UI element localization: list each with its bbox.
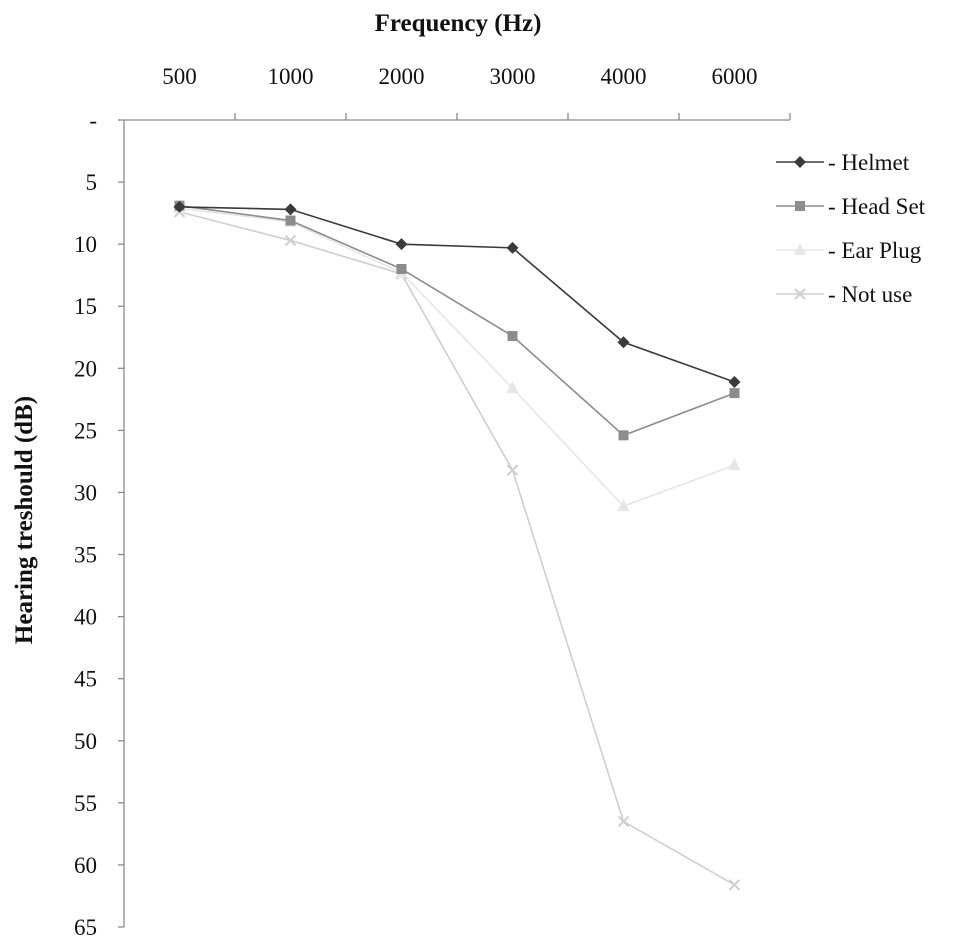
legend-item-helmet: - Helmet [776,150,910,175]
x-marker-stroke [506,464,519,476]
series-line-helmet [179,206,735,383]
x-tick-label: 3000 [490,64,536,89]
series-lines [179,204,735,886]
x-tick-label: 6000 [712,64,758,89]
y-tick-label: 55 [74,791,97,816]
y-tick-label: 15 [74,294,97,319]
data-point-head-set [285,215,296,226]
legend-label: - Helmet [828,150,910,175]
legend-label: - Head Set [828,194,926,219]
data-point-head-set [507,331,518,342]
series-line-not-use [179,211,735,886]
legend-item-head-set: - Head Set [776,194,926,219]
legend-item-ear-plug: - Ear Plug [776,238,922,263]
data-point-helmet [284,203,297,216]
data-point-not-use [506,464,519,476]
data-point-head-set [396,263,407,274]
data-point-helmet [617,336,630,349]
legend-label: - Not use [828,282,912,307]
y-tick-labels: - 5 10 15 20 25 30 35 40 45 50 55 60 65 [74,108,97,940]
axes [118,113,791,928]
y-tick-label: 35 [74,543,97,568]
legend-item-not-use: - Not use [776,282,912,307]
x-tick-label: 1000 [268,64,314,89]
y-tick-label: 20 [74,356,97,381]
data-point-head-set [618,430,629,441]
data-point-ear-plug [728,458,741,471]
y-tick-label: 30 [74,480,97,505]
data-point-ear-plug [617,499,630,512]
x-tick-label: 500 [162,64,197,89]
y-tick-label: 5 [86,170,98,195]
y-tick-label: 45 [74,667,97,692]
data-point-ear-plug [506,381,519,394]
series-line-head-set [179,204,735,437]
legend-marker [794,156,806,168]
data-point-helmet [728,375,741,388]
y-tick-label: 50 [74,729,97,754]
y-tick-label: - [89,108,97,133]
data-point-head-set [729,388,740,399]
data-point-not-use [728,879,741,891]
legend-marker [794,288,806,300]
legend-label: - Ear Plug [828,238,922,263]
legend: - Helmet - Head Set - Ear Plug - Not use [776,150,926,307]
data-point-not-use [617,815,630,828]
x-marker-stroke [728,879,741,891]
y-tick-label: 25 [74,418,97,443]
legend-marker [794,243,806,255]
x-marker-stroke [794,288,806,300]
x-marker-stroke [617,815,630,828]
x-tick-labels: 500 1000 2000 3000 4000 6000 [162,64,757,89]
x-marker-stroke [284,234,297,247]
data-point-not-use [284,234,297,247]
data-point-helmet [173,200,186,213]
data-point-helmet [395,238,408,251]
x-tick-label: 4000 [601,64,647,89]
y-tick-label: 10 [74,232,97,257]
legend-marker [795,201,805,211]
y-tick-label: 60 [74,853,97,878]
x-axis-title: Frequency (Hz) [375,10,542,37]
x-tick-label: 2000 [379,64,425,89]
y-tick-label: 40 [74,605,97,630]
y-tick-label: 65 [74,915,97,940]
data-point-helmet [506,241,519,254]
series-line-ear-plug [179,207,735,508]
series-markers [173,200,741,891]
y-axis-title: Hearing treshould (dB) [11,396,38,644]
